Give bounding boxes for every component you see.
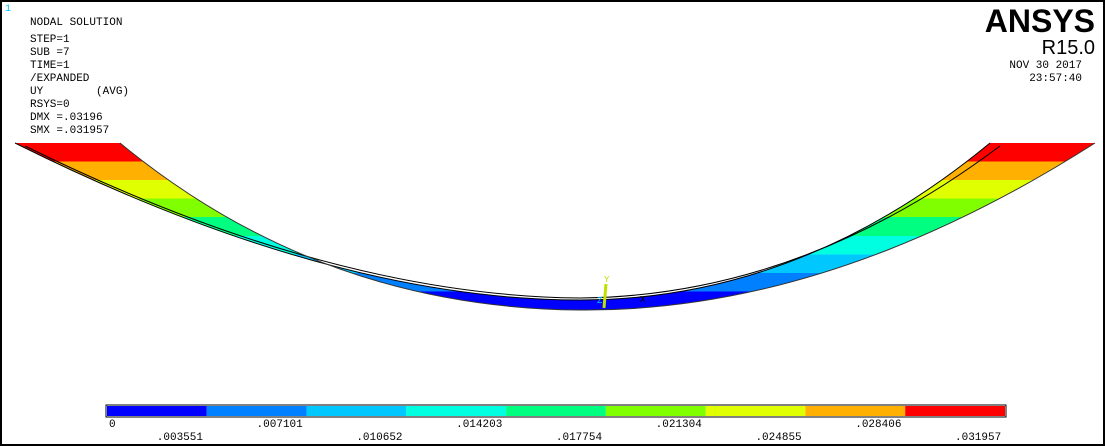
info-line: STEP=1 xyxy=(30,34,70,46)
legend-label: .003551 xyxy=(157,432,204,444)
legend-label: .031957 xyxy=(955,432,1001,444)
time: 23:57:40 xyxy=(1029,73,1082,85)
info-line: /EXPANDED xyxy=(30,73,90,85)
legend-label: 0 xyxy=(109,419,116,431)
legend-label: .007101 xyxy=(257,419,304,431)
legend-label: .010652 xyxy=(356,432,402,444)
legend-border xyxy=(105,404,1007,418)
info-line: DMX =.03196 xyxy=(30,112,103,124)
edge-line xyxy=(14,142,991,301)
brand-name: ANSYS xyxy=(985,3,1095,39)
legend-band xyxy=(605,406,706,416)
triad-label: X xyxy=(640,295,646,305)
legend-band xyxy=(506,406,606,416)
info-line: NODAL SOLUTION xyxy=(30,17,122,29)
info-line: SMX =.031957 xyxy=(30,125,109,137)
legend-band xyxy=(905,406,1005,416)
brand-release: R15.0 xyxy=(1042,37,1095,59)
legend-label: .024855 xyxy=(755,432,801,444)
triad-label: Y xyxy=(604,275,610,285)
info-line: SUB =7 xyxy=(30,47,70,59)
deformed-shape xyxy=(15,143,1095,311)
edge-line xyxy=(119,142,1096,311)
legend-label: .014203 xyxy=(456,419,502,431)
info-line: UY (AVG) xyxy=(30,86,129,98)
legend-label: .028406 xyxy=(855,419,901,431)
info-line: TIME=1 xyxy=(30,60,70,72)
legend-band xyxy=(705,406,806,416)
info-line: RSYS=0 xyxy=(30,99,70,111)
legend-band xyxy=(107,406,207,416)
legend-band xyxy=(306,406,407,416)
triad-axis xyxy=(602,283,608,309)
legend-label: .021304 xyxy=(656,419,703,431)
legend-label: .017754 xyxy=(556,432,603,444)
legend-band xyxy=(206,406,307,416)
legend-band xyxy=(406,406,507,416)
triad-label: Z xyxy=(597,296,603,306)
undeformed-edge xyxy=(24,145,1001,299)
date: NOV 30 2017 xyxy=(1009,60,1082,72)
legend-band xyxy=(805,406,906,416)
window-number: 1 xyxy=(5,4,11,15)
